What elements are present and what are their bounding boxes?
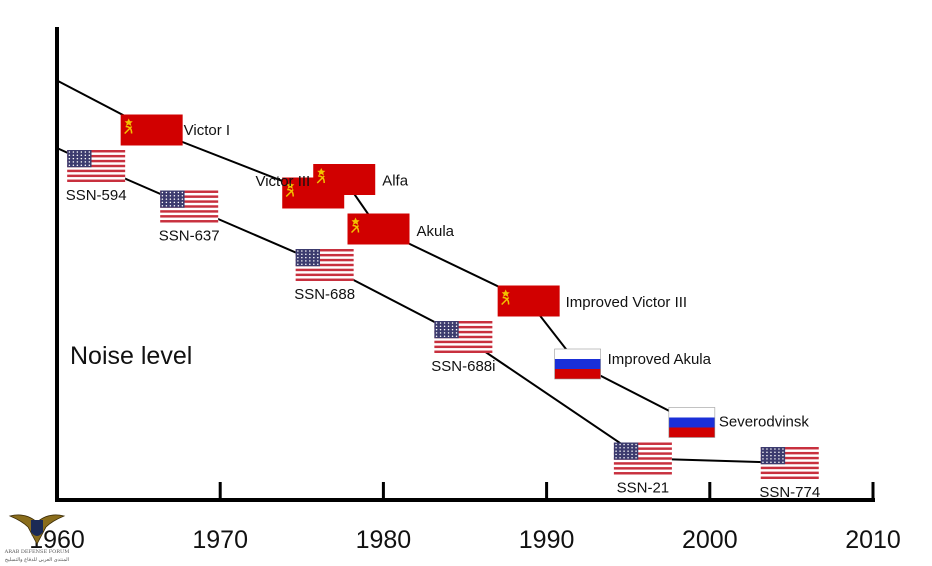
russia-flag-icon [668,407,716,438]
usa-flag-icon [760,447,819,479]
watermark-line-2: المنتدى العربي للدفاع والتسليح [5,557,69,563]
x-tick-label: 1980 [356,526,412,554]
label-victor-i: Victor I [184,122,230,139]
watermark-line-1: ARAB DEFENSE FORUM [4,549,70,555]
axes: 1960 1970 1980 1990 2000 2010 [29,27,901,554]
point-alfa: Alfa [313,164,409,195]
y-axis-label: Noise level [70,342,192,370]
label-ssn-21: SSN-21 [617,480,670,497]
point-ssn-688: SSN-688 [294,249,355,303]
arab-defense-forum-watermark: ARAB DEFENSE FORUM المنتدى العربي للدفاع… [4,514,70,563]
russia-flag-icon [554,348,601,380]
usa-flag-icon [434,321,493,353]
label-alfa: Alfa [382,173,409,190]
point-severodvinsk: Severodvinsk [668,407,810,438]
ussr-flag-icon [347,213,410,245]
label-ssn-688: SSN-688 [294,286,355,303]
label-akula: Akula [417,223,455,240]
label-improved-akula: Improved Akula [608,351,712,368]
point-ssn-637: SSN-637 [159,190,220,245]
shield-icon [31,520,43,536]
label-ssn-637: SSN-637 [159,228,220,245]
point-victor-i: Victor I [120,114,230,146]
point-ssn-688i: SSN-688i [431,321,495,375]
usa-flag-icon [160,190,219,223]
label-ssn-594: SSN-594 [66,187,127,204]
data-marks: Victor I Victor III Akula Improved Victor I… [66,114,820,501]
point-improved-akula: Improved Akula [554,348,712,380]
point-improved-victor-iii: Improved Victor III [497,285,687,317]
x-tick-label: 1970 [192,526,248,554]
label-victor-iii: Victor III [255,173,310,190]
point-ssn-774: SSN-774 [759,447,820,501]
label-severodvinsk: Severodvinsk [719,414,810,431]
usa-flag-icon [295,249,354,281]
ussr-flag-icon [120,114,183,146]
x-tick-label: 1990 [519,526,575,554]
label-ssn-774: SSN-774 [759,484,820,501]
x-tick-label: 2010 [845,526,901,554]
ussr-flag-icon [497,285,560,317]
point-akula: Akula [347,213,455,245]
point-ssn-21: SSN-21 [613,442,672,497]
point-ssn-594: SSN-594 [66,150,127,204]
label-ssn-688i: SSN-688i [431,358,495,375]
ussr-flag-icon [313,164,376,195]
usa-flag-icon [613,442,672,475]
label-improved-victor-iii: Improved Victor III [566,294,687,311]
x-tick-label: 2000 [682,526,738,554]
usa-flag-icon [67,150,126,182]
